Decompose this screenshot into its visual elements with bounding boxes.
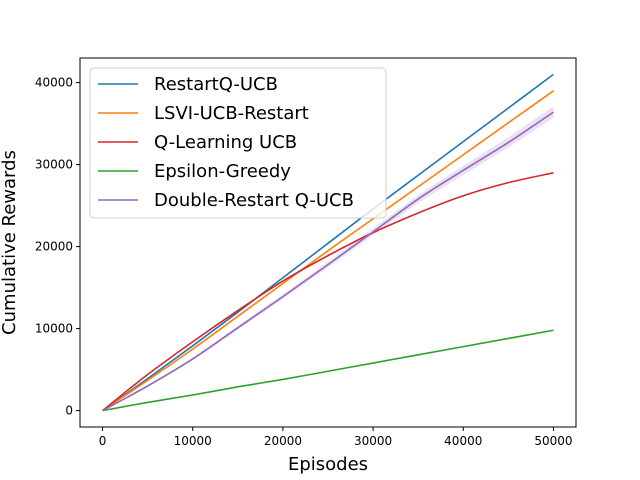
legend-label-restartq-ucb: RestartQ-UCB — [154, 74, 278, 95]
series-line-restartq-ucb — [102, 73, 554, 412]
legend-label-lsvi-ucb-restart: LSVI-UCB-Restart — [154, 103, 309, 124]
series-line-q-learning-ucb — [102, 172, 554, 412]
series-bands — [102, 106, 554, 411]
x-tick-label: 40000 — [444, 434, 482, 448]
x-tick-label: 30000 — [354, 434, 392, 448]
y-axis: 0 10000 20000 30000 40000 — [35, 76, 80, 418]
series-lines — [102, 73, 554, 412]
legend: RestartQ-UCB LSVI-UCB-Restart Q-Learning U… — [89, 67, 387, 219]
x-tick-label: 20000 — [264, 434, 302, 448]
plot-frame — [79, 57, 577, 428]
x-tick-label: 10000 — [174, 434, 212, 448]
y-tick-label: 40000 — [35, 76, 73, 90]
y-axis-label: Cumulative Rewards — [0, 150, 20, 335]
y-tick-label: 10000 — [35, 322, 73, 336]
legend-label-double-restart-q-ucb: Double-Restart Q-UCB — [154, 190, 354, 211]
x-tick-label: 50000 — [534, 434, 572, 448]
series-line-lsvi-ucb-restart — [102, 90, 554, 412]
legend-box — [89, 67, 387, 219]
legend-label-q-learning-ucb: Q-Learning UCB — [154, 132, 297, 153]
x-tick-label: 0 — [99, 434, 107, 448]
y-tick-label: 0 — [65, 404, 73, 418]
series-line-double-restart-q-ucb — [102, 111, 554, 412]
legend-label-epsilon-greedy: Epsilon-Greedy — [154, 161, 291, 182]
series-line-epsilon-greedy — [102, 329, 554, 412]
x-axis-label: Episodes — [288, 454, 368, 475]
x-axis: 0 10000 20000 30000 40000 50000 — [99, 427, 573, 448]
band-double-restart-q-ucb — [102, 106, 554, 411]
y-tick-label: 20000 — [35, 240, 73, 254]
y-tick-label: 30000 — [35, 158, 73, 172]
